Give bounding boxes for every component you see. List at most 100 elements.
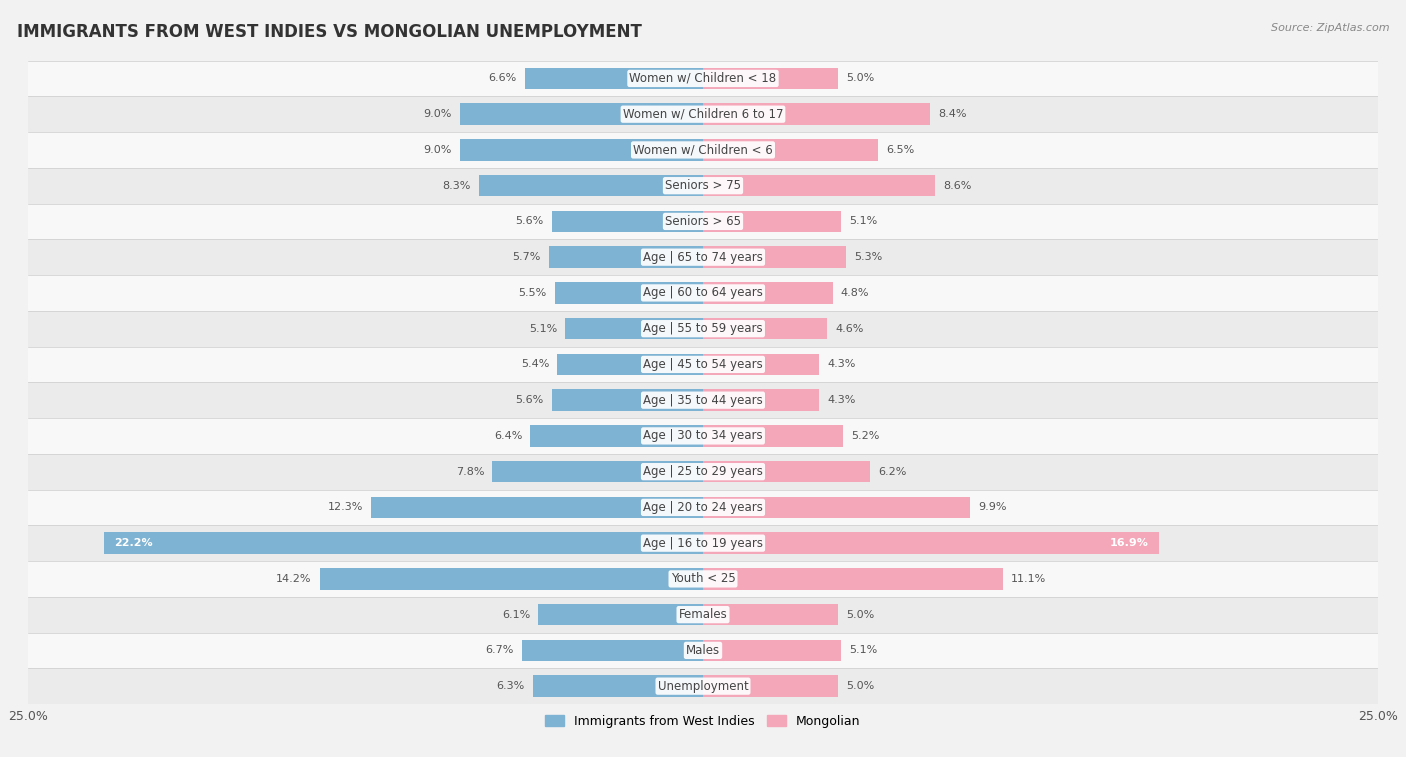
- Bar: [703, 247, 846, 268]
- Bar: [28, 96, 1378, 132]
- Text: 5.5%: 5.5%: [519, 288, 547, 298]
- Text: Age | 25 to 29 years: Age | 25 to 29 years: [643, 465, 763, 478]
- Bar: [28, 347, 1378, 382]
- Bar: [557, 354, 703, 375]
- Text: Males: Males: [686, 644, 720, 657]
- Bar: [524, 67, 703, 89]
- Text: 6.7%: 6.7%: [485, 646, 515, 656]
- Text: 6.2%: 6.2%: [879, 466, 907, 477]
- Text: 8.6%: 8.6%: [943, 181, 972, 191]
- Text: 5.1%: 5.1%: [529, 324, 557, 334]
- Bar: [703, 175, 935, 196]
- Legend: Immigrants from West Indies, Mongolian: Immigrants from West Indies, Mongolian: [540, 710, 866, 733]
- Text: Age | 35 to 44 years: Age | 35 to 44 years: [643, 394, 763, 407]
- Text: Females: Females: [679, 608, 727, 621]
- Bar: [703, 425, 844, 447]
- Bar: [703, 389, 820, 411]
- Bar: [319, 569, 703, 590]
- Bar: [28, 275, 1378, 311]
- Text: 6.6%: 6.6%: [488, 73, 517, 83]
- Bar: [703, 139, 879, 160]
- Text: Seniors > 65: Seniors > 65: [665, 215, 741, 228]
- Text: 9.9%: 9.9%: [979, 503, 1007, 512]
- Text: Age | 65 to 74 years: Age | 65 to 74 years: [643, 251, 763, 263]
- Text: 7.8%: 7.8%: [456, 466, 484, 477]
- Text: Unemployment: Unemployment: [658, 680, 748, 693]
- Text: 4.3%: 4.3%: [827, 395, 856, 405]
- Text: 22.2%: 22.2%: [114, 538, 153, 548]
- Bar: [703, 675, 838, 697]
- Bar: [703, 282, 832, 304]
- Text: 8.4%: 8.4%: [938, 109, 966, 119]
- Text: Age | 45 to 54 years: Age | 45 to 54 years: [643, 358, 763, 371]
- Bar: [28, 239, 1378, 275]
- Bar: [533, 675, 703, 697]
- Bar: [28, 597, 1378, 633]
- Bar: [703, 210, 841, 232]
- Bar: [371, 497, 703, 518]
- Bar: [554, 282, 703, 304]
- Bar: [28, 168, 1378, 204]
- Bar: [479, 175, 703, 196]
- Bar: [28, 204, 1378, 239]
- Text: 8.3%: 8.3%: [443, 181, 471, 191]
- Bar: [28, 668, 1378, 704]
- Bar: [703, 532, 1159, 554]
- Text: 9.0%: 9.0%: [423, 109, 451, 119]
- Bar: [28, 561, 1378, 597]
- Text: 4.8%: 4.8%: [841, 288, 869, 298]
- Bar: [550, 247, 703, 268]
- Text: Age | 30 to 34 years: Age | 30 to 34 years: [643, 429, 763, 442]
- Text: 5.4%: 5.4%: [520, 360, 550, 369]
- Bar: [28, 132, 1378, 168]
- Bar: [703, 640, 841, 661]
- Text: Women w/ Children < 6: Women w/ Children < 6: [633, 143, 773, 157]
- Text: Age | 16 to 19 years: Age | 16 to 19 years: [643, 537, 763, 550]
- Text: Source: ZipAtlas.com: Source: ZipAtlas.com: [1271, 23, 1389, 33]
- Bar: [703, 104, 929, 125]
- Bar: [28, 453, 1378, 490]
- Text: 14.2%: 14.2%: [276, 574, 312, 584]
- Bar: [551, 210, 703, 232]
- Text: 5.0%: 5.0%: [846, 681, 875, 691]
- Bar: [460, 139, 703, 160]
- Bar: [28, 418, 1378, 453]
- Text: 5.1%: 5.1%: [849, 646, 877, 656]
- Bar: [28, 490, 1378, 525]
- Text: 5.6%: 5.6%: [516, 217, 544, 226]
- Text: 5.6%: 5.6%: [516, 395, 544, 405]
- Bar: [28, 382, 1378, 418]
- Text: IMMIGRANTS FROM WEST INDIES VS MONGOLIAN UNEMPLOYMENT: IMMIGRANTS FROM WEST INDIES VS MONGOLIAN…: [17, 23, 641, 41]
- Text: Women w/ Children < 18: Women w/ Children < 18: [630, 72, 776, 85]
- Text: Age | 20 to 24 years: Age | 20 to 24 years: [643, 501, 763, 514]
- Text: 11.1%: 11.1%: [1011, 574, 1046, 584]
- Text: 6.4%: 6.4%: [494, 431, 522, 441]
- Bar: [565, 318, 703, 339]
- Text: 6.3%: 6.3%: [496, 681, 524, 691]
- Bar: [703, 604, 838, 625]
- Text: 5.1%: 5.1%: [849, 217, 877, 226]
- Text: 9.0%: 9.0%: [423, 145, 451, 155]
- Text: 5.7%: 5.7%: [513, 252, 541, 262]
- Text: 6.1%: 6.1%: [502, 609, 530, 620]
- Text: 16.9%: 16.9%: [1109, 538, 1149, 548]
- Bar: [28, 525, 1378, 561]
- Bar: [28, 61, 1378, 96]
- Text: 6.5%: 6.5%: [887, 145, 915, 155]
- Bar: [530, 425, 703, 447]
- Bar: [28, 633, 1378, 668]
- Bar: [28, 311, 1378, 347]
- Bar: [703, 318, 827, 339]
- Text: Seniors > 75: Seniors > 75: [665, 179, 741, 192]
- Bar: [703, 569, 1002, 590]
- Bar: [492, 461, 703, 482]
- Bar: [551, 389, 703, 411]
- Bar: [522, 640, 703, 661]
- Bar: [703, 67, 838, 89]
- Text: Age | 60 to 64 years: Age | 60 to 64 years: [643, 286, 763, 300]
- Text: Age | 55 to 59 years: Age | 55 to 59 years: [643, 322, 763, 335]
- Bar: [703, 354, 820, 375]
- Text: 4.3%: 4.3%: [827, 360, 856, 369]
- Text: Women w/ Children 6 to 17: Women w/ Children 6 to 17: [623, 107, 783, 120]
- Text: 5.0%: 5.0%: [846, 73, 875, 83]
